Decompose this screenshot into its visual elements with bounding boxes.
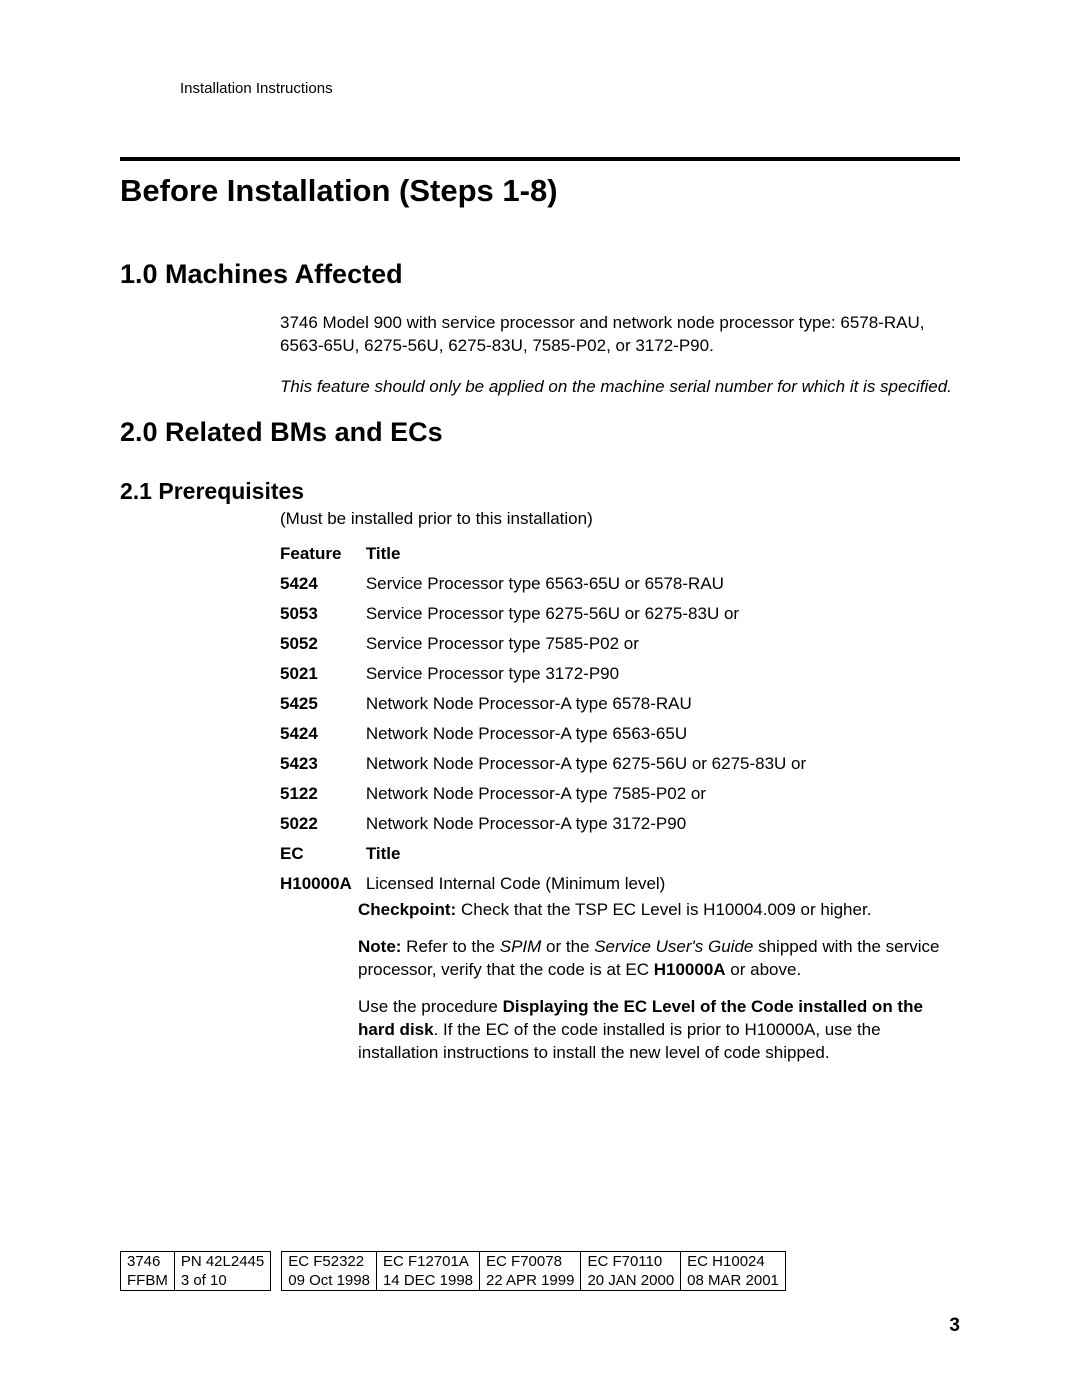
- table-row: 5021Service Processor type 3172-P90: [280, 659, 820, 689]
- section-1-p2: This feature should only be applied on t…: [280, 376, 960, 399]
- footer-tables: 3746 PN 42L2445 FFBM 3 of 10 EC F52322 E…: [120, 1251, 960, 1291]
- footer-right-table: EC F52322 EC F12701A EC F70078 EC F70110…: [281, 1251, 786, 1291]
- page: Installation Instructions Before Install…: [0, 0, 1080, 1397]
- horizontal-rule: [120, 157, 960, 161]
- table-row: 09 Oct 1998 14 DEC 1998 22 APR 1999 20 J…: [282, 1271, 786, 1291]
- table-row: 5022Network Node Processor-A type 3172-P…: [280, 809, 820, 839]
- ec-description: Checkpoint: Check that the TSP EC Level …: [358, 899, 960, 1065]
- col-header-ec: EC: [280, 839, 366, 869]
- col-header-feature: Feature: [280, 539, 366, 569]
- table-row: 5425Network Node Processor-A type 6578-R…: [280, 689, 820, 719]
- section-1-p1: 3746 Model 900 with service processor an…: [280, 312, 960, 358]
- note-line: Note: Refer to the SPIM or the Service U…: [358, 936, 960, 982]
- page-number: 3: [120, 1315, 960, 1337]
- page-footer: 3746 PN 42L2445 FFBM 3 of 10 EC F52322 E…: [120, 1251, 960, 1337]
- procedure-line: Use the procedure Displaying the EC Leve…: [358, 996, 960, 1065]
- checkpoint-label: Checkpoint:: [358, 900, 456, 919]
- col-header-title: Title: [366, 539, 820, 569]
- checkpoint-line: Checkpoint: Check that the TSP EC Level …: [358, 899, 960, 922]
- footer-left-table: 3746 PN 42L2445 FFBM 3 of 10: [120, 1251, 271, 1291]
- running-head: Installation Instructions: [180, 80, 960, 97]
- table-row: 3746 PN 42L2445: [121, 1252, 271, 1272]
- table-row: EC F52322 EC F12701A EC F70078 EC F70110…: [282, 1252, 786, 1272]
- section-2-1-heading: 2.1 Prerequisites: [120, 478, 960, 505]
- col-header-title-2: Title: [366, 839, 820, 869]
- table-row: H10000ALicensed Internal Code (Minimum l…: [280, 869, 820, 899]
- section-1-body: 3746 Model 900 with service processor an…: [280, 312, 960, 399]
- note-label: Note:: [358, 937, 401, 956]
- table-row: 5424Network Node Processor-A type 6563-6…: [280, 719, 820, 749]
- table-row: Feature Title: [280, 539, 820, 569]
- section-2-heading: 2.0 Related BMs and ECs: [120, 417, 960, 448]
- section-1-heading: 1.0 Machines Affected: [120, 259, 960, 290]
- table-row: 5423Network Node Processor-A type 6275-5…: [280, 749, 820, 779]
- table-row: FFBM 3 of 10: [121, 1271, 271, 1291]
- checkpoint-text: Check that the TSP EC Level is H10004.00…: [456, 900, 871, 919]
- table-row: 5424Service Processor type 6563-65U or 6…: [280, 569, 820, 599]
- table-row: 5122Network Node Processor-A type 7585-P…: [280, 779, 820, 809]
- table-row: EC Title: [280, 839, 820, 869]
- table-row: 5053Service Processor type 6275-56U or 6…: [280, 599, 820, 629]
- main-title: Before Installation (Steps 1-8): [120, 173, 960, 209]
- feature-table: Feature Title 5424Service Processor type…: [280, 539, 820, 899]
- table-row: 5052Service Processor type 7585-P02 or: [280, 629, 820, 659]
- prereq-note: (Must be installed prior to this install…: [280, 509, 960, 529]
